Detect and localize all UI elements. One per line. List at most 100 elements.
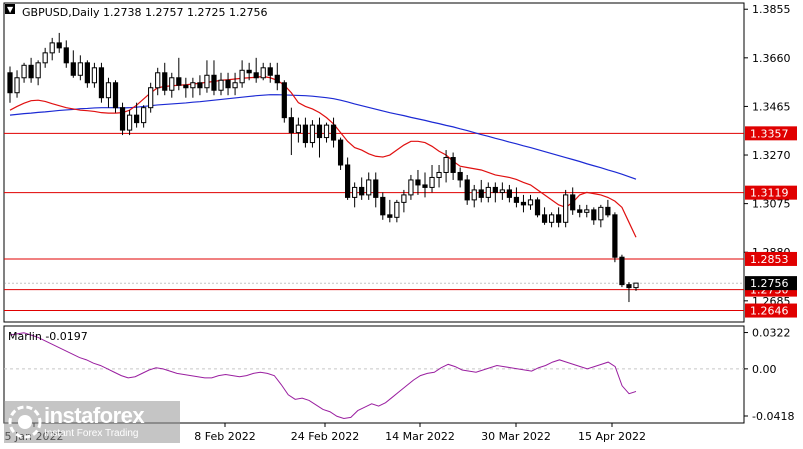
chart-menu-glyph: ▼	[7, 5, 14, 14]
candle-bull	[126, 114, 133, 131]
candle-bear	[626, 284, 632, 289]
candle-bull	[499, 189, 505, 193]
candle-bull	[91, 67, 98, 84]
candle-bull	[436, 171, 442, 178]
candle-bear	[183, 84, 189, 89]
candle-bull	[548, 214, 555, 223]
candle-bull	[352, 186, 358, 198]
candle-bull	[485, 186, 491, 198]
logo-tagline: Instant Forex Trading	[44, 428, 139, 439]
candle-bear	[464, 179, 470, 201]
candle-bear	[176, 77, 182, 86]
candle-bull	[563, 194, 569, 223]
level-label: 1.2646	[750, 305, 789, 318]
candle-bear	[302, 124, 309, 144]
candle-bear	[570, 194, 576, 211]
candle-bear	[534, 199, 541, 216]
level-label-bg	[745, 251, 797, 266]
candle-bear	[316, 124, 323, 139]
candle-bull	[155, 72, 161, 89]
candle-bull	[141, 107, 147, 124]
candle-bear	[415, 179, 421, 186]
candle-bear	[133, 114, 140, 124]
candle-bull	[232, 82, 238, 89]
candle-bear	[281, 82, 287, 119]
date-tick-label: 24 Feb 2022	[291, 430, 359, 443]
level-label-bg	[745, 126, 797, 141]
candle-bear	[577, 209, 583, 213]
current-price-label: 1.2756	[750, 277, 789, 290]
candle-bear	[345, 164, 351, 198]
candle-bear	[197, 82, 203, 89]
logo-mark-icon	[8, 405, 42, 439]
candle-bull	[260, 67, 266, 79]
candle-bull	[218, 79, 224, 91]
level-label-bg	[745, 185, 797, 200]
candle-bull	[401, 194, 407, 203]
price-tick-label: 1.3075	[752, 198, 791, 211]
candle-bear	[380, 196, 386, 216]
indicator-label: Marlin -0.0197	[8, 330, 88, 343]
candle-bear	[28, 64, 34, 79]
candle-bear	[288, 117, 294, 134]
osc-tick-label: 0.00	[752, 363, 777, 376]
candle-bear	[478, 189, 484, 198]
price-tick-label: 1.3855	[752, 3, 791, 16]
candle-bull	[295, 124, 301, 134]
candle-bear	[492, 186, 498, 193]
candle-bull	[309, 124, 316, 144]
candle-bull	[204, 74, 210, 89]
candle-bear	[457, 171, 463, 181]
candle-bear	[591, 209, 597, 221]
date-tick-label: 15 Apr 2022	[578, 430, 646, 443]
osc-tick-label: 0.0322	[752, 327, 791, 340]
price-tick-label: 1.3660	[752, 52, 791, 65]
candle-bear	[612, 214, 618, 258]
logo-brand-text: instaforex	[44, 403, 145, 428]
candle-bull	[584, 209, 590, 213]
candle-bull	[148, 87, 154, 109]
price-tick-label: 1.3465	[752, 100, 791, 113]
candle-bull	[366, 179, 372, 196]
candle-bear	[274, 74, 280, 84]
candle-bull	[408, 179, 414, 196]
candle-bull	[633, 282, 639, 289]
candle-bull	[49, 42, 55, 54]
candle-bear	[520, 201, 527, 206]
candle-bear	[267, 67, 273, 76]
candle-bear	[337, 139, 344, 166]
candle-bear	[541, 214, 548, 223]
candle-bear	[619, 256, 625, 286]
candle-bull	[35, 62, 41, 79]
date-tick-label: 8 Feb 2022	[194, 430, 255, 443]
ma-fast-line	[9, 75, 637, 238]
candle-bear	[506, 189, 513, 198]
candle-bull	[105, 82, 112, 99]
candle-bull	[21, 64, 27, 79]
candle-bull	[190, 82, 196, 89]
candle-bear	[112, 82, 119, 109]
candle-bull	[598, 206, 604, 221]
candle-bear	[56, 42, 62, 49]
candle-bull	[323, 124, 330, 139]
level-label-bg	[745, 303, 797, 318]
candle-bear	[330, 124, 337, 141]
chart-menu-icon	[5, 4, 15, 14]
current-price-label-bg	[745, 276, 797, 291]
date-tick-label: 14 Mar 2022	[385, 430, 455, 443]
candle-bear	[246, 69, 252, 74]
candle-bear	[556, 214, 562, 223]
candle-bear	[605, 206, 611, 216]
candle-bear	[513, 196, 520, 203]
oscillator-plot-frame	[3, 325, 745, 424]
candle-bull	[42, 52, 48, 64]
candle-bear	[98, 67, 105, 99]
candle-bear	[422, 184, 428, 188]
candle-bull	[429, 176, 435, 188]
level-label: 1.3357	[750, 127, 789, 140]
candle-bear	[211, 74, 217, 91]
date-tick-label: 30 Mar 2022	[481, 430, 551, 443]
price-tick-label: 1.3270	[752, 149, 791, 162]
candle-bull	[443, 157, 449, 173]
